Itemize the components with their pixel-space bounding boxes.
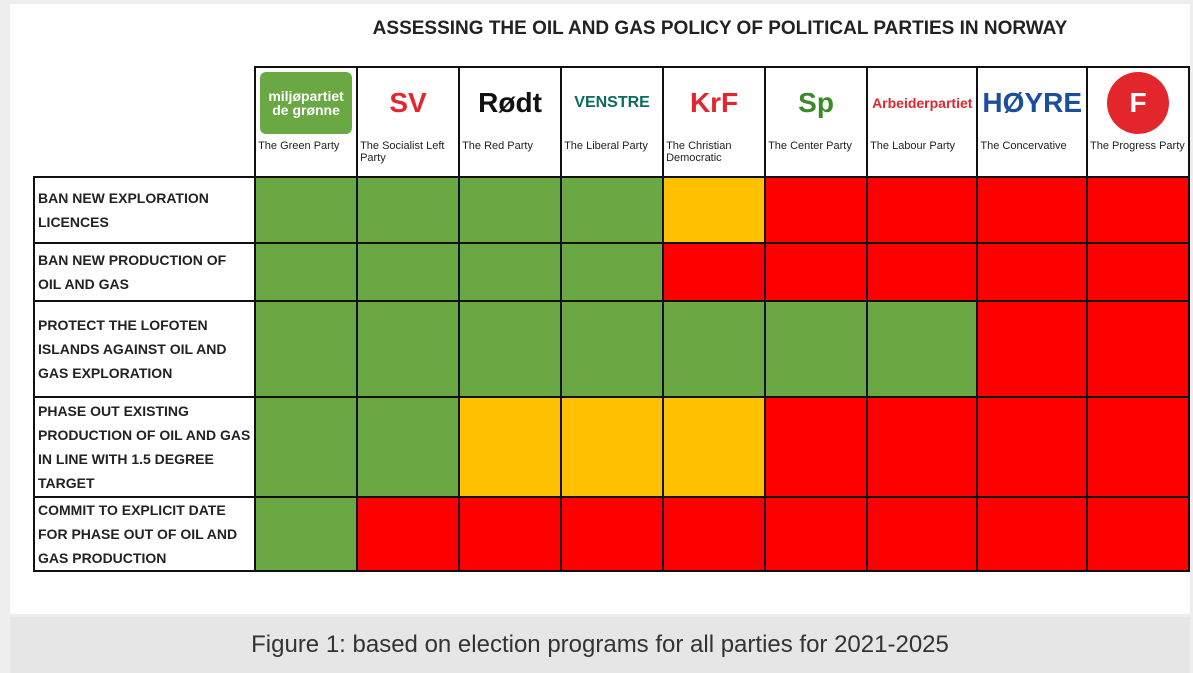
assessment-cell: [662, 496, 767, 572]
assessment-cell: [976, 496, 1088, 572]
party-name: The Socialist Left Party: [360, 140, 445, 164]
assessment-cell: [976, 300, 1088, 398]
policy-row: BAN NEW PRODUCTION OF OIL AND GAS: [32, 242, 1190, 302]
party-name: The Progress Party: [1090, 140, 1185, 152]
party-name: The Center Party: [768, 140, 852, 152]
assessment-cell: [560, 176, 665, 244]
party-header: miljøpartiet de grønne The Green Party: [254, 66, 359, 178]
assessment-cell: [1086, 396, 1190, 498]
assessment-cell: [866, 396, 979, 498]
policy-table: miljøpartiet de grønne The Green Party SV T…: [32, 66, 1190, 572]
assessment-cell: [254, 496, 359, 572]
assessment-cell: [662, 242, 767, 302]
party-name: The Green Party: [258, 140, 340, 152]
party-header: Rødt The Red Party: [458, 66, 563, 178]
party-logo: HØYRE: [982, 72, 1082, 134]
party-header: VENSTRE The Liberal Party: [560, 66, 665, 178]
assessment-cell: [254, 176, 359, 244]
assessment-cell: [764, 396, 869, 498]
assessment-cell: [1086, 242, 1190, 302]
assessment-cell: [356, 300, 461, 398]
party-header: Sp The Center Party: [764, 66, 869, 178]
party-logo: Sp: [770, 72, 863, 134]
title: ASSESSING THE OIL AND GAS POLICY OF POLI…: [372, 18, 1068, 39]
row-label: BAN NEW PRODUCTION OF OIL AND GAS: [32, 242, 257, 302]
assessment-cell: [662, 396, 767, 498]
assessment-cell: [976, 242, 1088, 302]
assessment-cell: [458, 176, 563, 244]
party-logo: Arbeiderpartiet: [872, 72, 973, 134]
policy-row: PROTECT THE LOFOTEN ISLANDS AGAINST OIL …: [32, 300, 1190, 398]
row-label: PROTECT THE LOFOTEN ISLANDS AGAINST OIL …: [32, 300, 257, 398]
assessment-cell: [458, 396, 563, 498]
party-header: Arbeiderpartiet The Labour Party: [866, 66, 979, 178]
assessment-cell: [976, 396, 1088, 498]
party-header: F The Progress Party: [1086, 66, 1190, 178]
party-name: The Liberal Party: [564, 140, 648, 152]
assessment-cell: [866, 496, 979, 572]
party-name: The Christian Democratic: [666, 140, 732, 164]
assessment-cell: [1086, 300, 1190, 398]
assessment-cell: [866, 300, 979, 398]
row-label: PHASE OUT EXISTING PRODUCTION OF OIL AND…: [32, 396, 257, 498]
party-logo: miljøpartiet de grønne: [260, 72, 353, 134]
assessment-cell: [764, 242, 869, 302]
party-name: The Concervative: [980, 140, 1067, 152]
policy-row: BAN NEW EXPLORATION LICENCES: [32, 176, 1190, 244]
assessment-cell: [458, 242, 563, 302]
assessment-cell: [764, 176, 869, 244]
assessment-cell: [1086, 496, 1190, 572]
policy-row: COMMIT TO EXPLICIT DATE FOR PHASE OUT OF…: [32, 496, 1190, 572]
assessment-cell: [254, 300, 359, 398]
assessment-cell: [356, 496, 461, 572]
assessment-cell: [356, 242, 461, 302]
assessment-cell: [866, 242, 979, 302]
assessment-cell: [976, 176, 1088, 244]
assessment-cell: [560, 396, 665, 498]
assessment-cell: [866, 176, 979, 244]
corner: [34, 67, 255, 177]
figure: ASSESSING THE OIL AND GAS POLICY OF POLI…: [10, 4, 1190, 614]
party-header: SV The Socialist Left Party: [356, 66, 461, 178]
assessment-cell: [764, 496, 869, 572]
assessment-cell: [764, 300, 869, 398]
assessment-cell: [560, 300, 665, 398]
assessment-cell: [560, 242, 665, 302]
assessment-cell: [662, 300, 767, 398]
party-logo: SV: [362, 72, 455, 134]
assessment-cell: [560, 496, 665, 572]
row-label: BAN NEW EXPLORATION LICENCES: [32, 176, 257, 244]
assessment-cell: [458, 496, 563, 572]
party-logo: F: [1107, 72, 1169, 134]
assessment-cell: [254, 242, 359, 302]
assessment-cell: [458, 300, 563, 398]
row-label: COMMIT TO EXPLICIT DATE FOR PHASE OUT OF…: [32, 496, 257, 572]
party-logo: KrF: [668, 72, 761, 134]
party-name: The Labour Party: [870, 140, 956, 152]
assessment-cell: [254, 396, 359, 498]
assessment-cell: [356, 396, 461, 498]
assessment-cell: [356, 176, 461, 244]
party-header: HØYRE The Concervative: [976, 66, 1088, 178]
policy-row: PHASE OUT EXISTING PRODUCTION OF OIL AND…: [32, 396, 1190, 498]
assessment-cell: [662, 176, 767, 244]
party-logo: Rødt: [464, 72, 557, 134]
party-logo: VENSTRE: [566, 72, 659, 134]
party-name: The Red Party: [462, 140, 533, 152]
assessment-cell: [1086, 176, 1190, 244]
caption: Figure 1: based on election programs for…: [10, 617, 1190, 673]
header-row: miljøpartiet de grønne The Green Party SV T…: [34, 66, 1190, 178]
party-header: KrF The Christian Democratic: [662, 66, 767, 178]
